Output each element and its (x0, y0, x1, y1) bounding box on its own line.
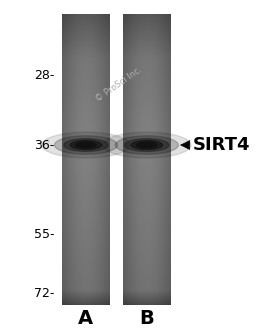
Ellipse shape (131, 141, 163, 150)
Ellipse shape (136, 142, 157, 148)
Text: 72-: 72- (34, 287, 54, 300)
Ellipse shape (103, 132, 191, 158)
Text: 55-: 55- (34, 228, 54, 241)
Ellipse shape (42, 132, 130, 158)
Ellipse shape (70, 141, 102, 150)
Text: A: A (78, 309, 93, 328)
Ellipse shape (54, 136, 118, 154)
Text: 28-: 28- (34, 69, 54, 82)
Text: © ProSci Inc.: © ProSci Inc. (94, 65, 144, 103)
Text: 36-: 36- (34, 139, 54, 152)
Ellipse shape (64, 139, 108, 152)
Ellipse shape (141, 143, 153, 147)
Ellipse shape (76, 142, 96, 148)
Ellipse shape (115, 136, 178, 154)
Text: B: B (140, 309, 154, 328)
Text: SIRT4: SIRT4 (193, 136, 251, 154)
Ellipse shape (125, 139, 169, 152)
Ellipse shape (80, 143, 92, 147)
